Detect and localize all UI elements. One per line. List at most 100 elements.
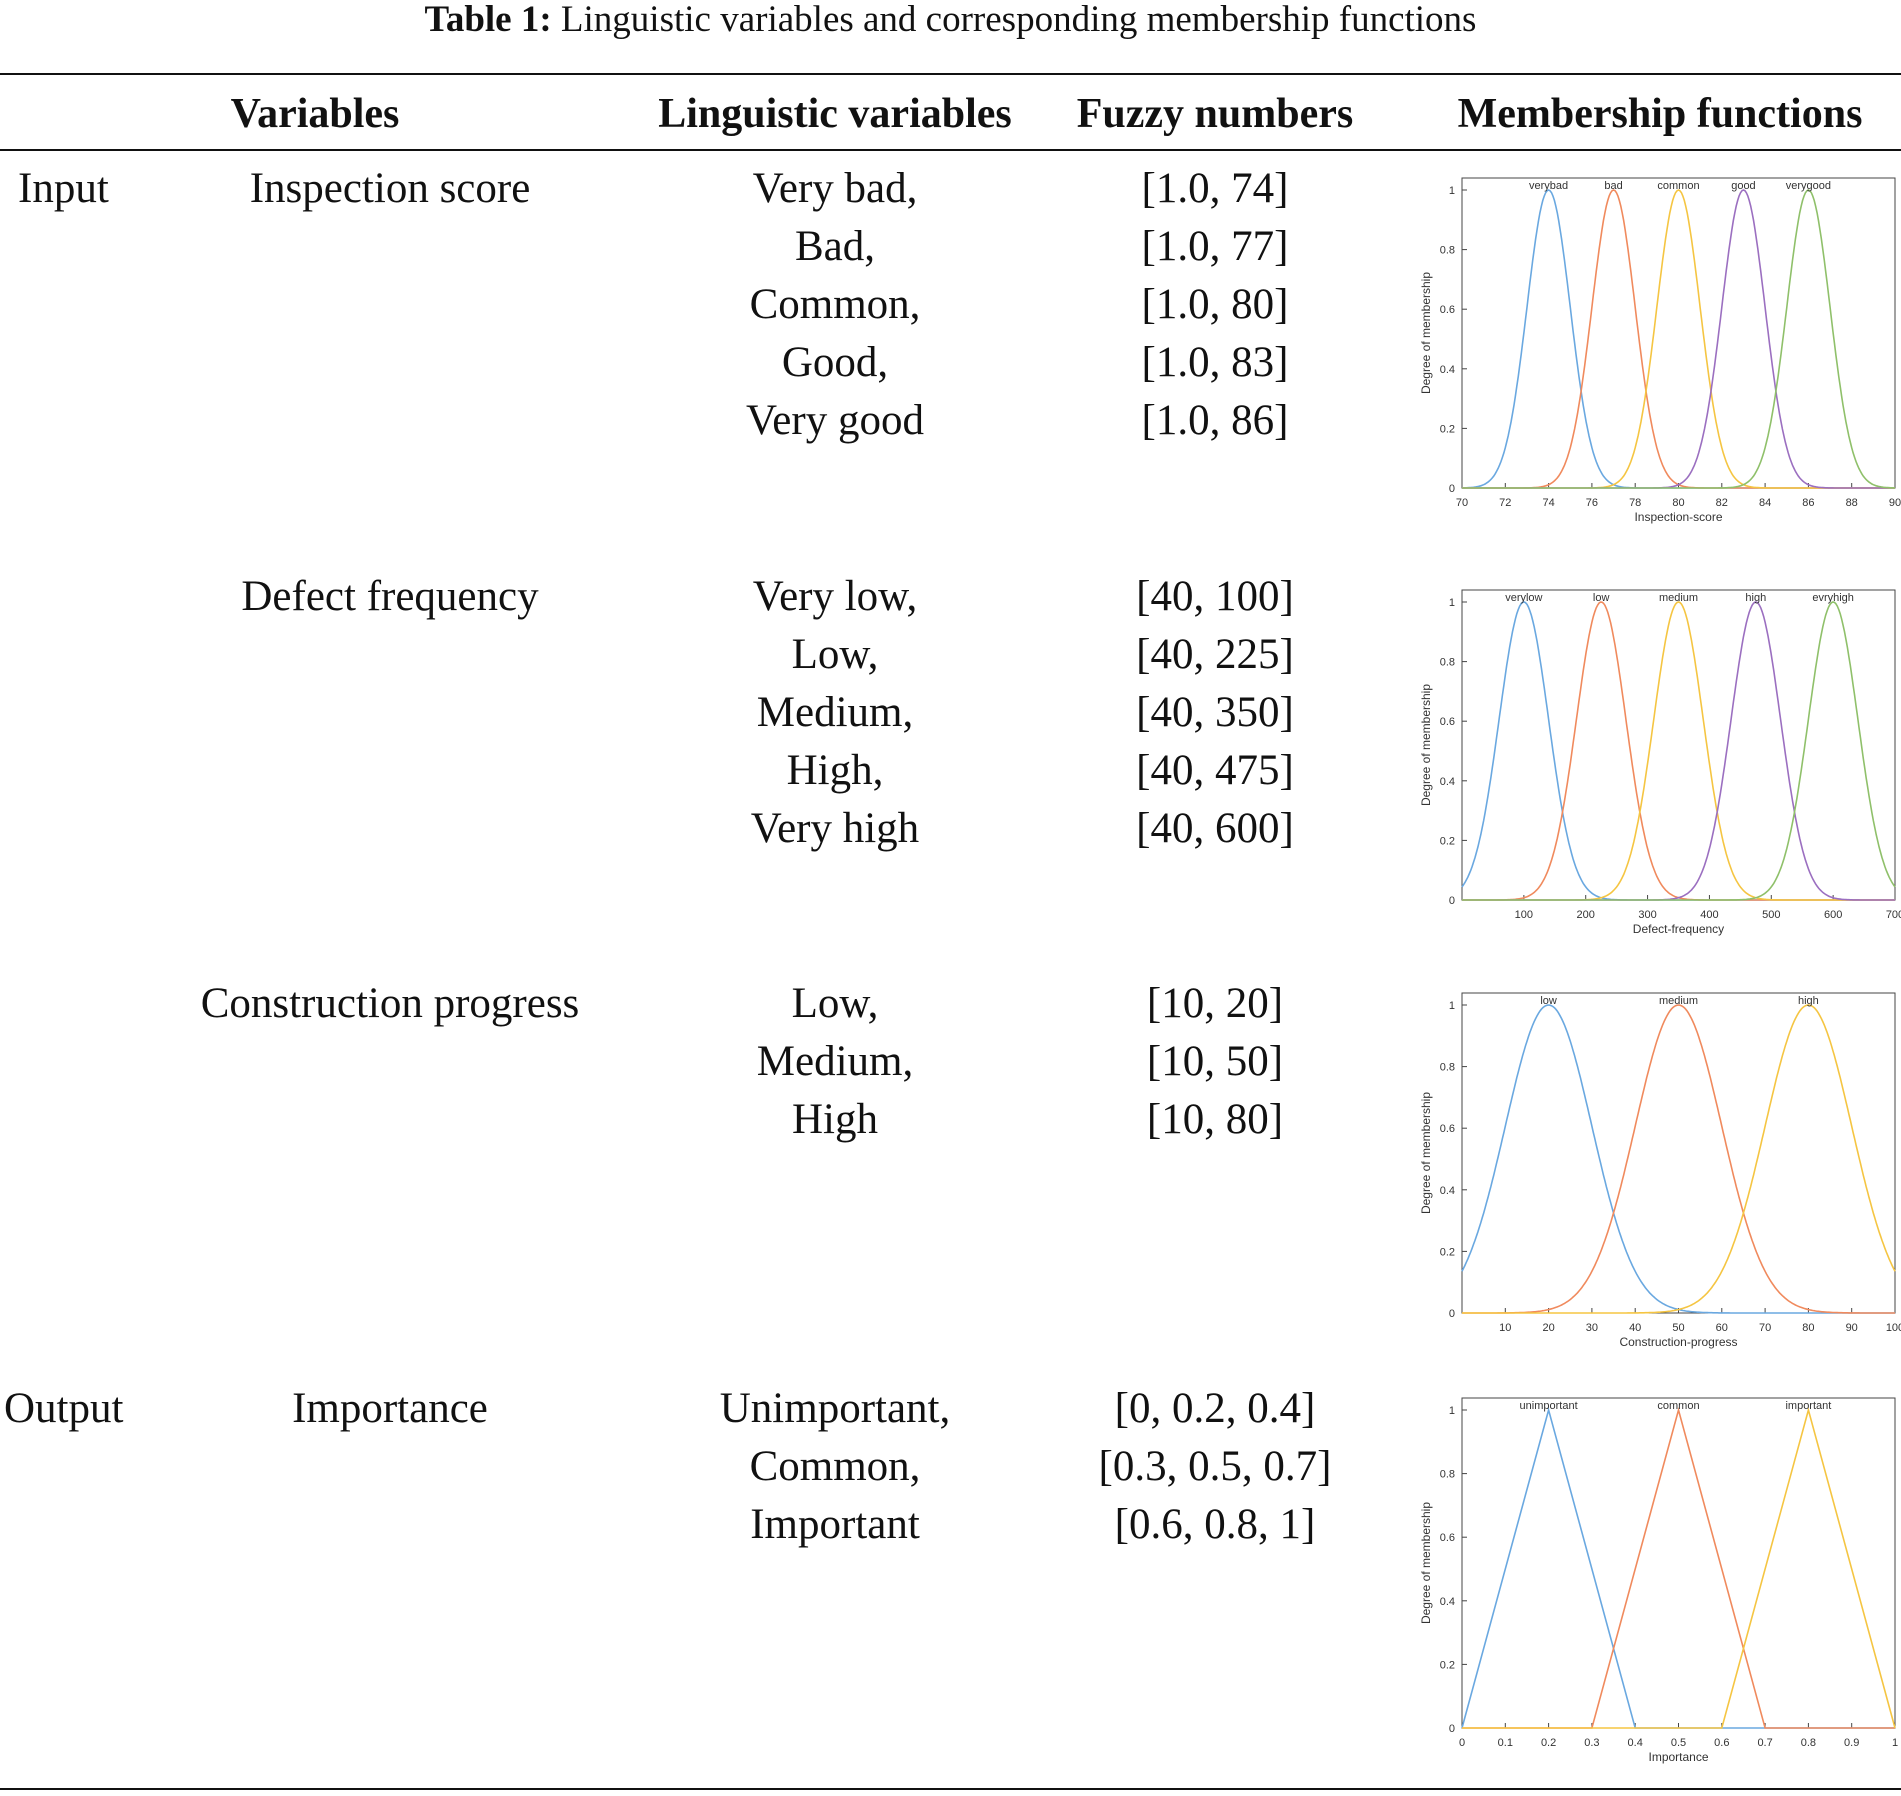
linguistic-item: Very low, [752,573,918,620]
membership-curve-important [1462,1406,1896,1729]
fuzzy-number: [40, 350] [1136,689,1294,736]
fuzzy-list: [0, 0.2, 0.4] [0.3, 0.5, 0.7] [0.6, 0.8,… [1060,1380,1370,1554]
y-tick-label: 0.2 [1440,835,1455,847]
fuzzy-number: [1.0, 80] [1141,281,1289,328]
x-tick-label: 74 [1542,497,1554,509]
fuzzy-number: [0.6, 0.8, 1] [1114,1501,1316,1548]
membership-curve-verygood [1462,189,1895,489]
linguistic-item: Very bad, [752,165,918,212]
y-tick-label: 0.6 [1440,1123,1455,1135]
x-tick-label: 60 [1716,1322,1728,1334]
table-caption: Table 1: Linguistic variables and corres… [0,0,1901,44]
legend-label-bad: bad [1604,180,1622,192]
legend-label-evryhigh: evryhigh [1812,592,1854,604]
fuzzy-number: [0.3, 0.5, 0.7] [1098,1443,1332,1490]
plot-frame [1461,177,1896,489]
group-output: Output [4,1385,124,1432]
y-tick-label: 1 [1449,1000,1455,1012]
y-tick-label: 0.4 [1440,1596,1455,1608]
variable-importance: Importance [292,1385,488,1432]
y-tick-label: 1 [1449,185,1455,197]
caption-text: Linguistic variables and corresponding m… [560,0,1477,40]
x-tick-label: 0.2 [1541,1737,1556,1749]
fuzzy-number: [1.0, 77] [1141,223,1289,270]
y-tick-label: 1 [1449,597,1455,609]
legend-label-unimportant: unimportant [1520,1400,1578,1412]
y-tick-label: 0.4 [1440,776,1455,788]
x-tick-label: 70 [1456,497,1468,509]
membership-curve-evryhigh [1462,601,1896,901]
x-tick-label: 700 [1886,909,1901,921]
legend-label-low: low [1593,592,1610,604]
header-linguistic-variables: Linguistic variables [658,91,1012,137]
x-tick-label: 500 [1762,909,1780,921]
legend-label-high: high [1745,592,1766,604]
x-axis-label: Importance [1648,1750,1708,1764]
x-tick-label: 0.5 [1671,1737,1686,1749]
x-tick-label: 600 [1824,909,1842,921]
table-bottom-rule [0,1788,1901,1790]
y-tick-label: 0.6 [1440,304,1455,316]
x-tick-label: 90 [1846,1322,1858,1334]
fuzzy-number: [10, 50] [1146,1038,1284,1085]
y-axis-label: Degree of membership [1419,1502,1433,1624]
y-tick-label: 0.8 [1440,1062,1455,1074]
y-axis-label: Degree of membership [1419,684,1433,806]
y-axis-label: Degree of membership [1419,272,1433,394]
fuzzy-list: [1.0, 74] [1.0, 77] [1.0, 80] [1.0, 83] … [1060,160,1370,450]
y-tick-label: 0.8 [1440,1469,1455,1481]
linguistic-item: Common, [749,1443,921,1490]
y-tick-label: 0.4 [1440,364,1455,376]
linguistic-list: Unimportant, Common, Important [630,1380,1040,1554]
header-variables: Variables [230,91,400,137]
table-top-rule [0,73,1901,75]
legend-label-high: high [1798,995,1819,1007]
fuzzy-number: [40, 600] [1136,805,1294,852]
y-tick-label: 0 [1449,895,1455,907]
fuzzy-number: [10, 80] [1146,1096,1284,1143]
y-tick-label: 0.8 [1440,245,1455,257]
y-tick-label: 0 [1449,483,1455,495]
plot-frame [1461,1397,1896,1729]
x-tick-label: 72 [1499,497,1511,509]
y-tick-label: 0.2 [1440,423,1455,435]
x-axis-label: Defect-frequency [1633,922,1724,936]
y-tick-label: 0.2 [1440,1659,1455,1671]
membership-chart: 0 0.2 0.4 0.6 0.8 1 100 200 300 400 500 600 700 Defec… [1419,589,1901,936]
membership-plot-inspection-score: 0 0.2 0.4 0.6 0.8 1 70 72 74 76 78 80 82 84 86 88 90 Insp… [1410,160,1901,540]
x-tick-label: 20 [1542,1322,1554,1334]
fuzzy-number: [1.0, 86] [1141,397,1289,444]
legend-label-verygood: verygood [1786,180,1831,192]
y-tick-label: 0.8 [1440,657,1455,669]
linguistic-item: Unimportant, [719,1385,951,1432]
linguistic-item: High, [786,747,884,794]
x-tick-label: 78 [1629,497,1641,509]
fuzzy-number: [1.0, 83] [1141,339,1289,386]
legend-label-medium: medium [1659,995,1698,1007]
caption-label: Table 1: [424,0,552,40]
membership-plot-construction-progress: 0 0.2 0.4 0.6 0.8 1 10 20 30 40 50 60 70 80 90 100 Const… [1410,975,1901,1365]
legend-label-verylow: verylow [1505,592,1542,604]
x-tick-label: 0.1 [1498,1737,1513,1749]
y-tick-label: 0 [1449,1308,1455,1320]
fuzzy-number: [1.0, 74] [1141,165,1289,212]
y-axis-label: Degree of membership [1419,1092,1433,1214]
membership-chart: 0 0.2 0.4 0.6 0.8 1 10 20 30 40 50 60 70 80 90 100 Const… [1419,992,1901,1349]
membership-curve-medium [1462,1004,1895,1314]
linguistic-item: Very high [750,805,920,852]
x-tick-label: 50 [1672,1322,1684,1334]
fuzzy-list: [40, 100] [40, 225] [40, 350] [40, 475] … [1060,568,1370,858]
y-tick-label: 0 [1449,1723,1455,1735]
membership-curve-high [1462,1004,1896,1314]
plot-frame [1461,589,1896,901]
linguistic-item: Important [750,1501,920,1548]
x-tick-label: 0.7 [1757,1737,1772,1749]
x-tick-label: 0 [1459,1737,1465,1749]
linguistic-list: Low, Medium, High [630,975,1040,1149]
legend-label-common: common [1657,1400,1699,1412]
linguistic-item: Low, [791,631,879,678]
fuzzy-list: [10, 20] [10, 50] [10, 80] [1060,975,1370,1149]
plot-frame [1461,992,1896,1314]
linguistic-item: Good, [781,339,889,386]
variable-construction-progress: Construction progress [200,980,580,1027]
